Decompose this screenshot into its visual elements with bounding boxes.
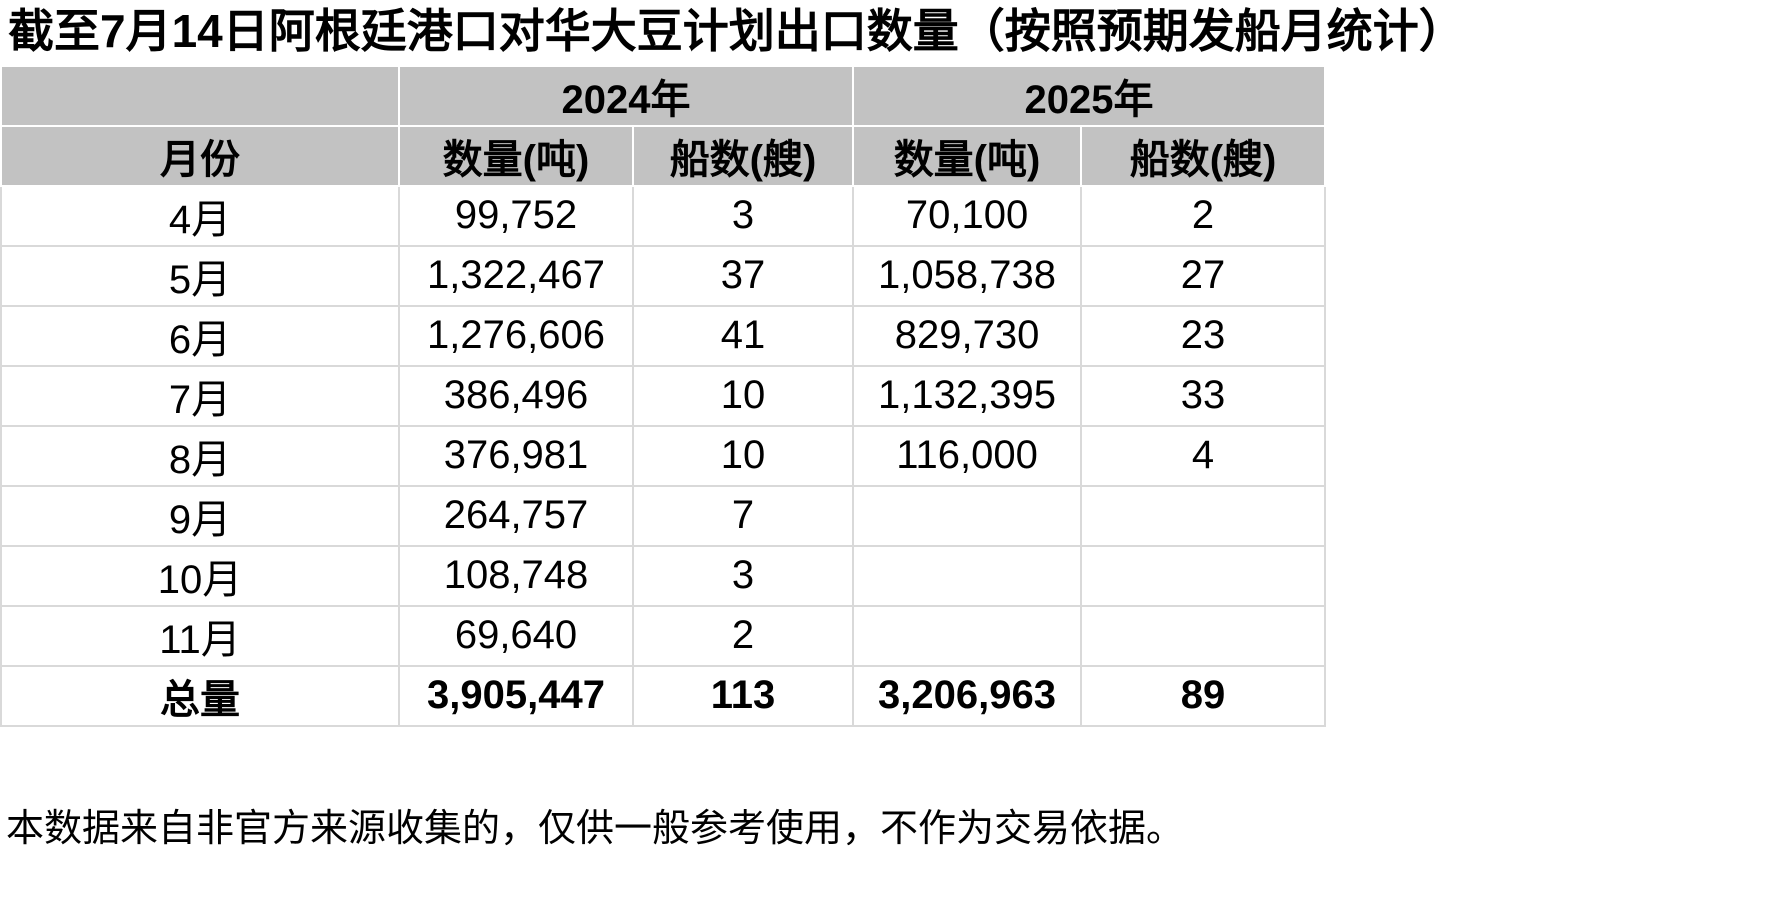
- cell-ships-2025: 33: [1080, 364, 1327, 427]
- cell-qty-2024: 3,905,447: [398, 664, 634, 727]
- cell-month: 总量: [0, 664, 400, 727]
- cell-qty-2025: [852, 544, 1083, 607]
- col-header-qty-2024: 数量(吨): [398, 124, 634, 187]
- cell-qty-2024: 1,276,606: [398, 304, 634, 367]
- table-row: 10月 108,748 3: [0, 544, 1327, 607]
- cell-month: 5月: [0, 244, 400, 307]
- cell-month: 7月: [0, 364, 400, 427]
- cell-ships-2024: 7: [631, 484, 855, 547]
- cell-qty-2024: 69,640: [398, 604, 634, 667]
- cell-ships-2025: [1080, 544, 1327, 607]
- cell-qty-2025: 829,730: [852, 304, 1083, 367]
- cell-qty-2025: 3,206,963: [852, 664, 1083, 727]
- cell-ships-2025: 27: [1080, 244, 1327, 307]
- cell-ships-2025: 23: [1080, 304, 1327, 367]
- year-header-row: 2024年 2025年: [0, 64, 1327, 127]
- cell-qty-2024: 108,748: [398, 544, 634, 607]
- cell-qty-2024: 386,496: [398, 364, 634, 427]
- col-header-ships-2024: 船数(艘): [631, 124, 855, 187]
- year-header-2025: 2025年: [852, 64, 1327, 127]
- cell-month: 6月: [0, 304, 400, 367]
- cell-qty-2025: [852, 604, 1083, 667]
- table-body: 4月 99,752 3 70,100 2 5月 1,322,467 37 1,058,738 27…: [0, 184, 1327, 727]
- cell-qty-2025: [852, 484, 1083, 547]
- col-header-month: 月份: [0, 124, 400, 187]
- table-row: 6月 1,276,606 41 829,730 23: [0, 304, 1327, 367]
- page-title: 截至7月14日阿根廷港口对华大豆计划出口数量（按照预期发船月统计）: [8, 5, 1465, 57]
- cell-ships-2025: [1080, 484, 1327, 547]
- table-row: 11月 69,640 2: [0, 604, 1327, 667]
- soybean-export-table: 2024年 2025年 月份 数量(吨) 船数(艘) 数量(吨) 船数(艘) 4…: [0, 64, 1327, 727]
- column-header-row: 月份 数量(吨) 船数(艘) 数量(吨) 船数(艘): [0, 124, 1327, 187]
- cell-ships-2024: 3: [631, 544, 855, 607]
- table-row: 4月 99,752 3 70,100 2: [0, 184, 1327, 247]
- cell-qty-2024: 1,322,467: [398, 244, 634, 307]
- col-header-qty-2025: 数量(吨): [852, 124, 1083, 187]
- cell-month: 8月: [0, 424, 400, 487]
- table-row: 8月 376,981 10 116,000 4: [0, 424, 1327, 487]
- cell-ships-2024: 37: [631, 244, 855, 307]
- cell-ships-2025: 2: [1080, 184, 1327, 247]
- cell-qty-2024: 264,757: [398, 484, 634, 547]
- cell-qty-2024: 376,981: [398, 424, 634, 487]
- footnote: 本数据来自非官方来源收集的，仅供一般参考使用，不作为交易依据。: [6, 807, 1185, 850]
- table-row: 7月 386,496 10 1,132,395 33: [0, 364, 1327, 427]
- cell-ships-2025: 89: [1080, 664, 1327, 727]
- corner-cell: [0, 64, 400, 127]
- cell-ships-2024: 41: [631, 304, 855, 367]
- year-header-2024: 2024年: [397, 64, 855, 127]
- cell-qty-2025: 70,100: [852, 184, 1083, 247]
- cell-month: 4月: [0, 184, 400, 247]
- cell-ships-2025: 4: [1080, 424, 1327, 487]
- cell-qty-2024: 99,752: [398, 184, 634, 247]
- cell-month: 9月: [0, 484, 400, 547]
- table-row: 5月 1,322,467 37 1,058,738 27: [0, 244, 1327, 307]
- cell-ships-2024: 113: [631, 664, 855, 727]
- table-row: 9月 264,757 7: [0, 484, 1327, 547]
- col-header-ships-2025: 船数(艘): [1080, 124, 1327, 187]
- cell-qty-2025: 1,058,738: [852, 244, 1083, 307]
- cell-ships-2025: [1080, 604, 1327, 667]
- cell-month: 10月: [0, 544, 400, 607]
- table-total-row: 总量 3,905,447 113 3,206,963 89: [0, 664, 1327, 727]
- table-header: 2024年 2025年 月份 数量(吨) 船数(艘) 数量(吨) 船数(艘): [0, 64, 1327, 187]
- cell-month: 11月: [0, 604, 400, 667]
- cell-ships-2024: 10: [631, 364, 855, 427]
- cell-ships-2024: 10: [631, 424, 855, 487]
- cell-qty-2025: 116,000: [852, 424, 1083, 487]
- cell-ships-2024: 3: [631, 184, 855, 247]
- cell-ships-2024: 2: [631, 604, 855, 667]
- cell-qty-2025: 1,132,395: [852, 364, 1083, 427]
